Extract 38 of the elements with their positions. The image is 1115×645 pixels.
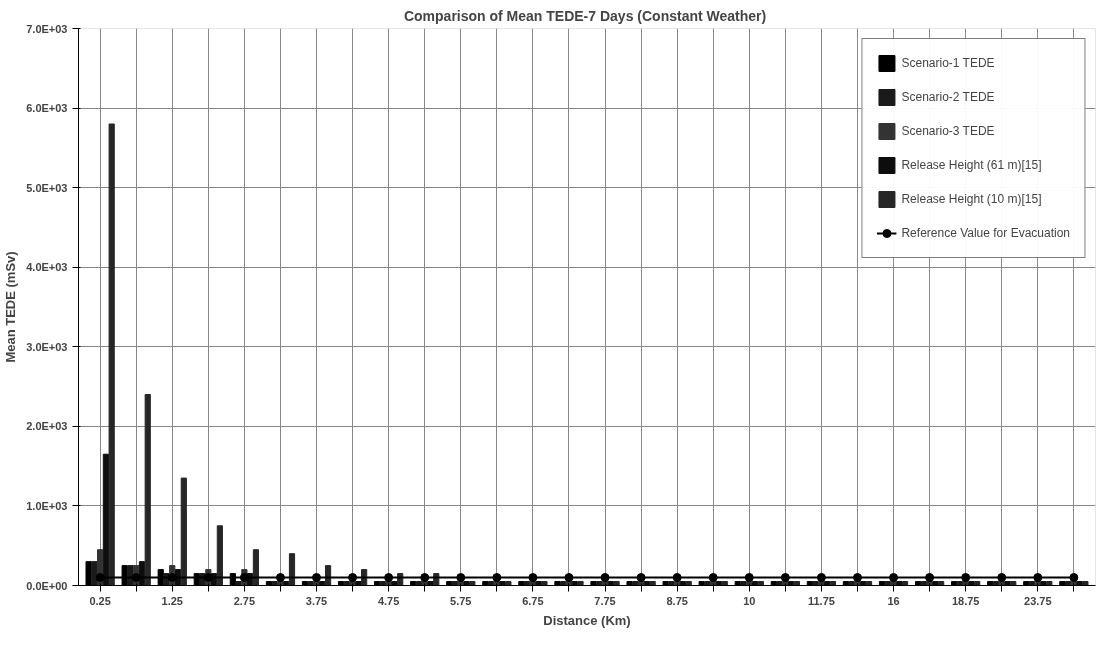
legend-label: Scenario-3 TEDE [901, 124, 995, 138]
y-tick-label: 0.0E+00 [26, 579, 68, 592]
x-tick-label: 8.75 [666, 594, 688, 607]
x-tick-label: 4.75 [377, 594, 400, 607]
legend-label: Release Height (61 m)[15] [901, 158, 1042, 172]
x-axis-title: Distance (Km) [543, 612, 631, 628]
legend-label: Scenario-2 TEDE [901, 90, 995, 104]
x-tick-label: 5.75 [450, 594, 472, 607]
y-tick-label: 3.0E+03 [26, 340, 68, 353]
chart-title: Comparison of Mean TEDE-7 Days (Constant Weather) [403, 7, 767, 24]
y-axis-title: Mean TEDE (mSv) [3, 251, 19, 363]
bar [216, 525, 223, 586]
bar [108, 123, 115, 586]
x-tick-label: 16 [887, 594, 900, 607]
bar [91, 561, 98, 586]
x-tick-label: 18.75 [951, 594, 980, 607]
legend-label: Scenario-1 TEDE [901, 56, 995, 70]
x-tick-label: 6.75 [522, 594, 544, 607]
y-tick-label: 4.0E+03 [26, 261, 68, 274]
bar [144, 394, 151, 586]
x-tick-label: 0.25 [89, 594, 111, 607]
y-tick-label: 6.0E+03 [26, 102, 68, 115]
x-tick-label: 2.75 [233, 594, 256, 607]
y-tick-label: 5.0E+03 [26, 181, 68, 194]
y-tick-label: 1.0E+03 [26, 499, 68, 512]
bar [180, 477, 187, 586]
legend-label: Release Height (10 m)[15] [901, 192, 1042, 206]
x-tick-label: 7.75 [594, 594, 616, 607]
legend-label: Reference Value for Evacuation [901, 226, 1070, 240]
x-tick-label: 11.75 [807, 594, 835, 607]
x-tick-label: 1.25 [161, 594, 183, 607]
y-tick-label: 7.0E+03 [26, 22, 68, 35]
bar [288, 553, 296, 586]
x-tick-label: 23.75 [1024, 594, 1052, 607]
x-tick-label: 10 [743, 594, 756, 607]
x-tick-label: 3.75 [305, 594, 328, 607]
y-tick-label: 2.0E+03 [26, 420, 68, 433]
bar [252, 549, 260, 586]
